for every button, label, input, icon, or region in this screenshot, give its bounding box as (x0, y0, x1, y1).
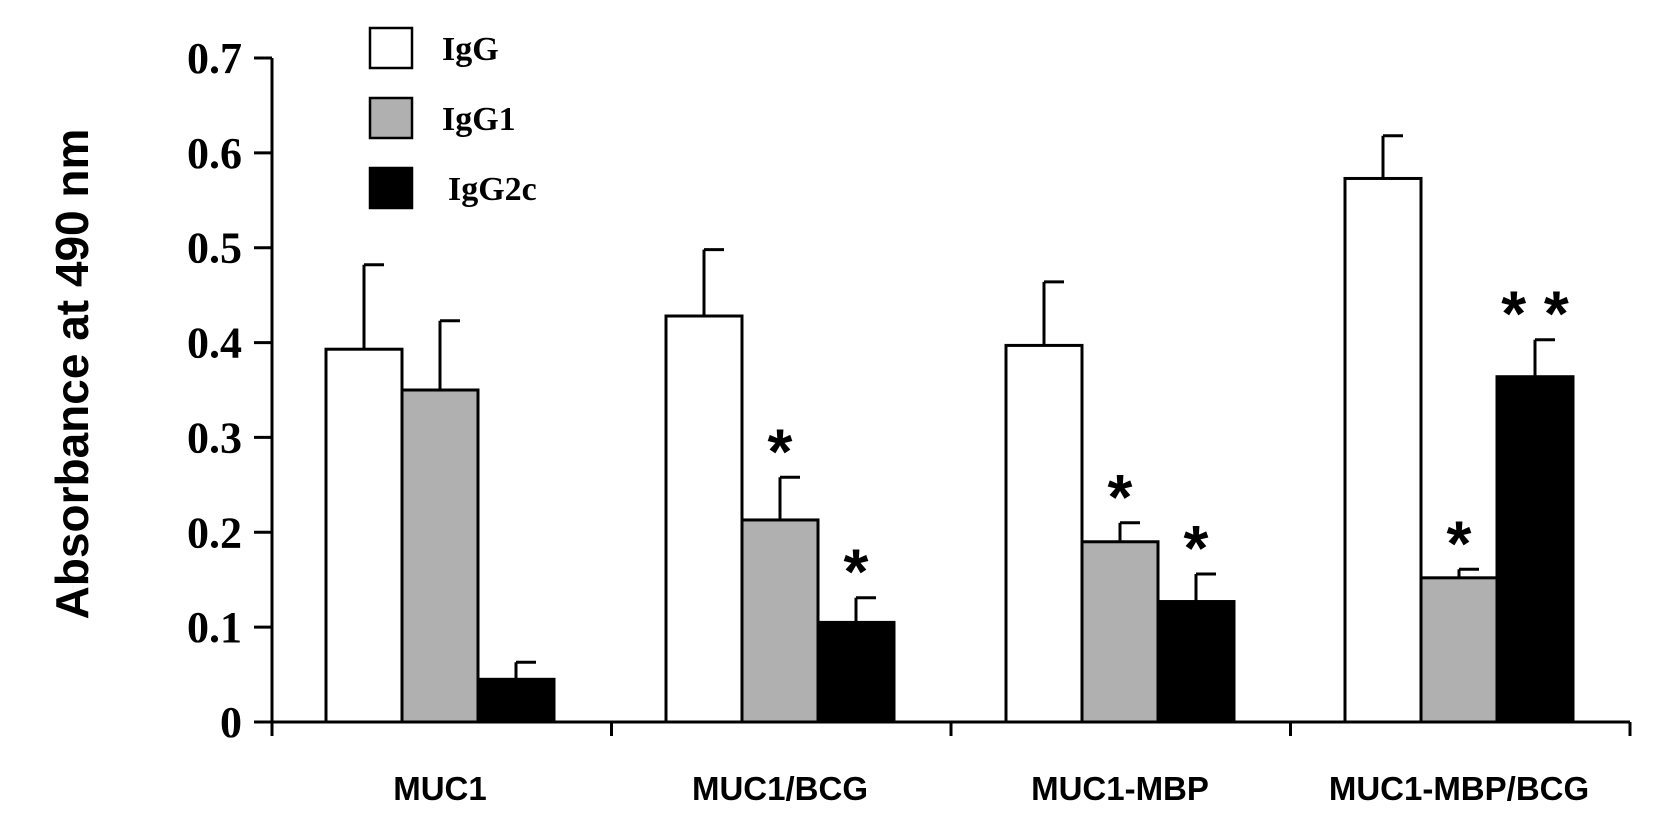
bars-group: * * * * * * * (324, 134, 1575, 724)
bar-igg2c (1156, 600, 1236, 724)
bar-igg2c (1495, 375, 1575, 724)
x-axis: MUC1 MUC1/BCG MUC1-MBP MUC1-MBP/BCG (270, 720, 1632, 807)
bar-igg1 (1419, 576, 1499, 724)
significance-marker: * (1447, 507, 1472, 579)
category-label: MUC1 (393, 770, 487, 807)
category-label: MUC1-MBP/BCG (1329, 770, 1589, 807)
legend: IgG IgG1 IgG2c (368, 26, 537, 210)
legend-label: IgG2c (448, 171, 537, 208)
bar-igg (1343, 176, 1423, 724)
legend-swatch-igg (368, 26, 414, 70)
y-tick-label: 0.4 (187, 319, 242, 368)
bar-igg2c (476, 677, 556, 724)
y-tick-label: 0.1 (187, 603, 242, 652)
category-label: MUC1-MBP (1031, 770, 1209, 807)
legend-label: IgG1 (442, 101, 516, 138)
y-tick-label: 0.3 (187, 413, 242, 462)
bar-igg (1004, 343, 1084, 724)
legend-swatch-igg2c (368, 166, 414, 210)
significance-marker: * * (1501, 278, 1569, 350)
y-axis: 0 0.1 0.2 0.3 0.4 0.5 0.6 0.7 (187, 34, 274, 747)
y-tick-label: 0.7 (187, 34, 242, 83)
significance-marker: * (768, 415, 793, 487)
significance-marker: * (1108, 461, 1133, 533)
significance-marker: * (1184, 512, 1209, 584)
bar-igg (664, 314, 744, 724)
y-axis-label: Absorbance at 490 nm (46, 129, 98, 620)
bar-igg1 (740, 518, 820, 724)
significance-marker: * (844, 536, 869, 608)
bar-igg2c (816, 620, 896, 724)
bar-igg1 (400, 388, 480, 724)
y-tick-label: 0 (220, 698, 242, 747)
y-tick-label: 0.2 (187, 508, 242, 557)
category-label: MUC1/BCG (692, 770, 868, 807)
bar-igg (324, 347, 404, 724)
legend-swatch-igg1 (368, 96, 414, 140)
bar-igg1 (1080, 540, 1160, 724)
y-tick-label: 0.5 (187, 224, 242, 273)
y-tick-label: 0.6 (187, 129, 242, 178)
legend-label: IgG (442, 31, 499, 68)
